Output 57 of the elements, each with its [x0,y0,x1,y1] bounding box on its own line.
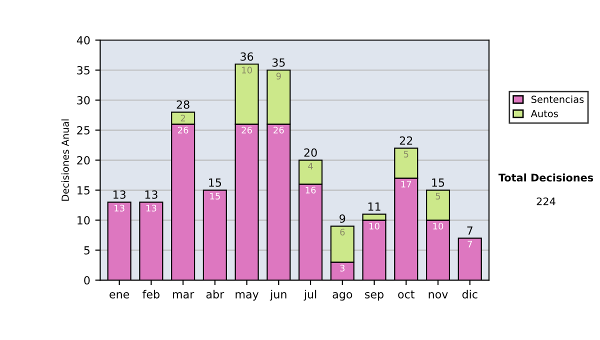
y-tick-label: 0 [84,276,90,285]
total-label: 15 [432,178,444,187]
x-tick-label: oct [398,290,415,298]
data-label: 17 [401,180,412,188]
y-tick-label: 35 [77,66,90,75]
x-tick-label: ago [332,292,352,301]
y-tick-label: 20 [77,156,90,165]
total-label: 20 [304,148,317,157]
text: 224 [536,197,556,206]
data-label: 3 [340,264,345,272]
legend-label: Sentencias [531,95,584,104]
data-label: 5 [404,150,408,158]
total-label: 28 [176,100,190,109]
text: Total Decisiones [498,173,594,182]
y-tick-label: 5 [84,246,90,255]
x-tick-label: jun [270,290,286,301]
data-label: 10 [242,66,252,74]
x-tick-label: ene [110,292,130,298]
x-tick-label: sep [365,292,384,301]
data-label: 15 [210,192,220,200]
data-label: 26 [242,126,252,134]
total-label: 35 [272,58,285,67]
x-tick-label: jul [304,290,316,301]
data-label: 10 [433,222,444,230]
y-tick-label: 15 [78,186,90,195]
data-label: 26 [274,126,284,134]
y-tick-label: 40 [76,36,90,44]
data-label: 7 [468,240,472,248]
total-label: 36 [240,52,254,61]
y-tick-label: 30 [77,96,90,105]
data-label: 6 [340,228,345,236]
x-tick-label: nov [428,292,448,298]
x-tick-label: dic [462,290,478,298]
data-label: 13 [114,204,124,212]
data-label: 4 [308,162,313,170]
x-tick-label: feb [142,290,160,298]
y-tick-label: 25 [77,126,90,135]
data-label: 10 [370,222,380,230]
data-label: 16 [306,186,316,194]
y-axis-title: Decisiones Anual [61,119,69,201]
legend-label: Autos [530,110,558,118]
total-label: 7 [467,226,472,235]
data-label: 5 [436,192,440,200]
x-tick-label: mar [172,292,194,298]
total-label: 13 [145,190,158,199]
total-label: 13 [113,190,126,199]
total-label: 15 [209,178,222,187]
total-label: 11 [368,202,380,211]
total-label: 9 [340,214,346,223]
data-label: 9 [276,72,281,80]
x-tick-label: abr [206,290,224,298]
x-tick-label: may [236,292,259,301]
total-label: 22 [400,136,412,145]
data-label: 26 [178,126,188,134]
data-label: 13 [146,204,156,212]
y-tick-label: 10 [78,216,90,225]
data-label: 2 [180,114,186,122]
